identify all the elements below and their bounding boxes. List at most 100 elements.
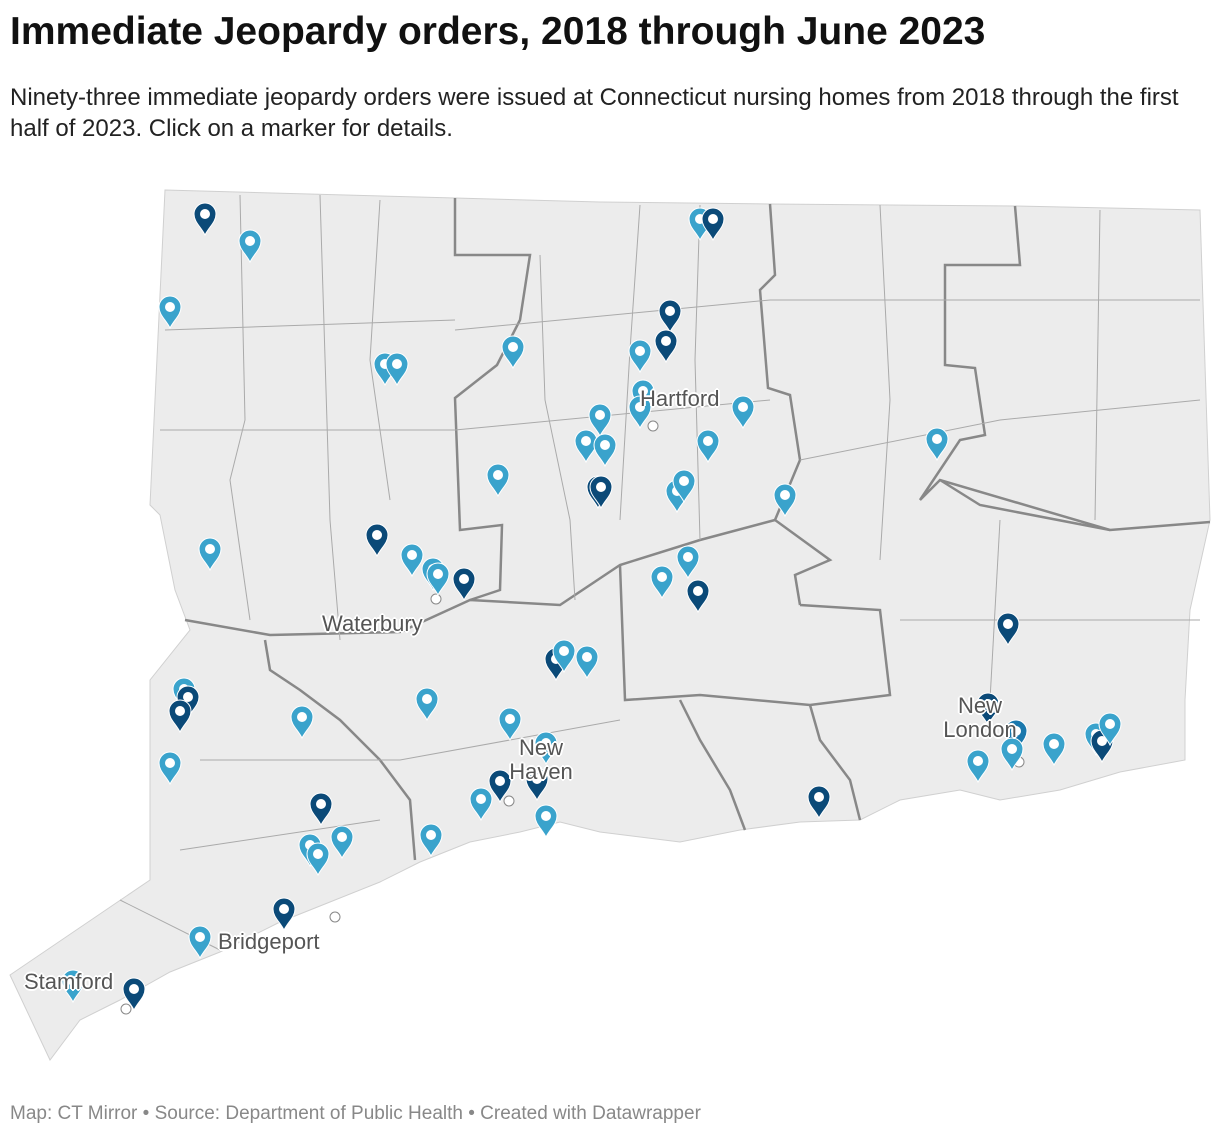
marker[interactable]	[574, 429, 598, 464]
marker[interactable]	[193, 202, 217, 237]
marker-pin	[996, 612, 1020, 647]
marker[interactable]	[731, 395, 755, 430]
marker-pin	[400, 543, 424, 578]
marker[interactable]	[701, 207, 725, 242]
marker[interactable]	[419, 823, 443, 858]
marker[interactable]	[158, 751, 182, 786]
marker[interactable]	[628, 339, 652, 374]
marker-pin	[588, 403, 612, 438]
marker-hole	[1049, 739, 1059, 749]
marker[interactable]	[365, 523, 389, 558]
marker-pin	[198, 537, 222, 572]
marker[interactable]	[676, 545, 700, 580]
marker[interactable]	[807, 785, 831, 820]
marker-pin	[168, 699, 192, 734]
marker-hole	[459, 574, 469, 584]
marker[interactable]	[486, 463, 510, 498]
marker[interactable]	[309, 792, 333, 827]
marker[interactable]	[400, 543, 424, 578]
marker[interactable]	[272, 897, 296, 932]
marker-hole	[1007, 744, 1017, 754]
marker-pin	[676, 545, 700, 580]
marker-pin	[158, 295, 182, 330]
marker-hole	[175, 706, 185, 716]
marker[interactable]	[575, 645, 599, 680]
marker-pin	[628, 395, 652, 430]
marker[interactable]	[469, 787, 493, 822]
marker-pin	[534, 804, 558, 839]
marker[interactable]	[1000, 737, 1024, 772]
marker[interactable]	[672, 469, 696, 504]
marker-pin	[925, 427, 949, 462]
marker[interactable]	[658, 299, 682, 334]
marker[interactable]	[696, 429, 720, 464]
marker[interactable]	[534, 731, 558, 766]
marker-hole	[129, 984, 139, 994]
marker[interactable]	[966, 749, 990, 784]
marker-hole	[392, 359, 402, 369]
marker-pin	[193, 202, 217, 237]
marker-hole	[693, 586, 703, 596]
marker-pin	[469, 787, 493, 822]
marker-pin	[488, 769, 512, 804]
marker[interactable]	[650, 565, 674, 600]
marker[interactable]	[654, 329, 678, 364]
marker[interactable]	[415, 687, 439, 722]
marker[interactable]	[501, 335, 525, 370]
marker-hole	[814, 792, 824, 802]
marker[interactable]	[188, 925, 212, 960]
marker-hole	[657, 572, 667, 582]
marker[interactable]	[452, 567, 476, 602]
marker[interactable]	[976, 692, 1000, 727]
marker[interactable]	[238, 229, 262, 264]
marker[interactable]	[525, 767, 549, 802]
marker[interactable]	[290, 705, 314, 740]
marker-hole	[1011, 726, 1021, 736]
marker-hole	[635, 402, 645, 412]
marker[interactable]	[996, 612, 1020, 647]
marker[interactable]	[61, 969, 85, 1004]
marker[interactable]	[426, 562, 450, 597]
marker[interactable]	[773, 483, 797, 518]
marker-pin	[272, 897, 296, 932]
marker-hole	[1097, 736, 1107, 746]
marker[interactable]	[330, 825, 354, 860]
marker[interactable]	[628, 395, 652, 430]
marker-hole	[476, 794, 486, 804]
marker[interactable]	[498, 707, 522, 742]
marker[interactable]	[588, 403, 612, 438]
marker[interactable]	[593, 433, 617, 468]
marker[interactable]	[158, 295, 182, 330]
marker-hole	[595, 410, 605, 420]
marker-hole	[780, 490, 790, 500]
marker[interactable]	[198, 537, 222, 572]
marker-pin	[238, 229, 262, 264]
marker[interactable]	[385, 352, 409, 387]
marker[interactable]	[925, 427, 949, 462]
marker[interactable]	[1004, 719, 1028, 754]
marker[interactable]	[1042, 732, 1066, 767]
marker[interactable]	[122, 977, 146, 1012]
marker-hole	[279, 904, 289, 914]
marker-pin	[976, 692, 1000, 727]
marker-hole	[582, 652, 592, 662]
marker-hole	[559, 646, 569, 656]
marker-hole	[703, 436, 713, 446]
marker[interactable]	[488, 769, 512, 804]
description: Ninety-three immediate jeopardy orders w…	[10, 84, 1179, 142]
marker[interactable]	[306, 842, 330, 877]
marker[interactable]	[168, 699, 192, 734]
marker[interactable]	[1098, 712, 1122, 747]
marker-hole	[708, 214, 718, 224]
marker[interactable]	[589, 475, 613, 510]
marker[interactable]	[552, 639, 576, 674]
marker-hole	[205, 544, 215, 554]
marker[interactable]	[686, 579, 710, 614]
marker-pin	[158, 751, 182, 786]
marker[interactable]	[534, 804, 558, 839]
marker-pin	[589, 475, 613, 510]
marker-hole	[426, 830, 436, 840]
marker-hole	[422, 694, 432, 704]
marker-hole	[200, 209, 210, 219]
